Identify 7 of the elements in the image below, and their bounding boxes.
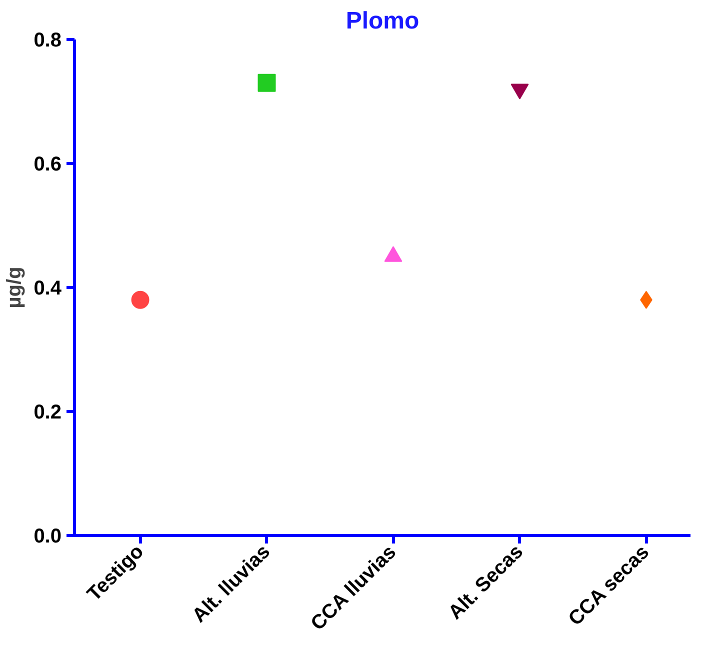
- y-tick-label: 0.2: [34, 402, 62, 424]
- y-tick-label: 0.4: [34, 278, 62, 300]
- y-tick-label: 0.0: [34, 526, 62, 548]
- y-tick-label: 0.8: [34, 30, 62, 52]
- chart-title: Plomo: [346, 8, 420, 34]
- y-tick-label: 0.6: [34, 154, 62, 176]
- y-axis-title: µg/g: [4, 266, 26, 308]
